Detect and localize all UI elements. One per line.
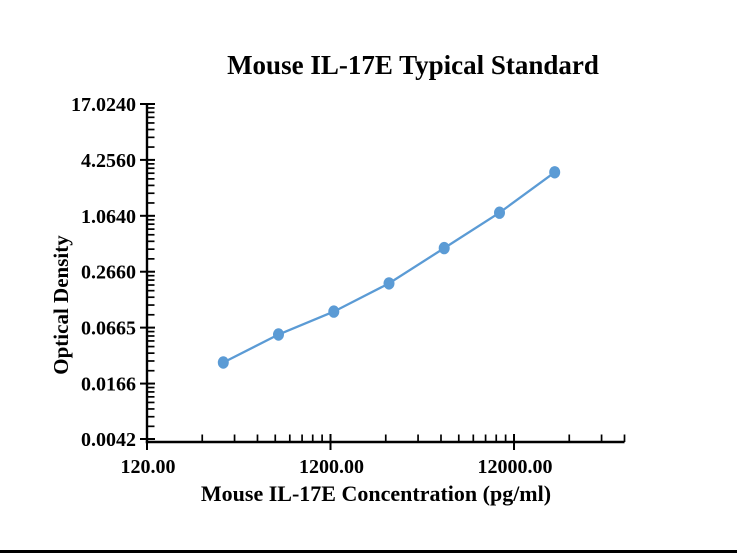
ticks-layer [140, 103, 626, 450]
data-point-marker [494, 206, 505, 219]
standard-curve-line [222, 171, 556, 364]
image-bottom-border [0, 550, 737, 553]
y-axis-label: Optical Density [49, 235, 73, 375]
y-tick-label: 17.0240 [71, 94, 136, 116]
chart-title: Mouse IL-17E Typical Standard [227, 50, 599, 80]
y-tick-label: 0.0042 [81, 429, 136, 451]
data-point-marker [273, 328, 284, 341]
y-tick-label: 4.2560 [81, 150, 136, 172]
data-point-marker [438, 241, 450, 255]
data-point-marker [217, 356, 229, 369]
tick-labels-layer: 120.00 1200.00 12000.00 0.0042 0.0166 0.0665 0… [71, 94, 553, 478]
axes-layer [145, 103, 625, 444]
y-tick-label: 0.0665 [81, 318, 136, 340]
data-point-marker [328, 305, 340, 318]
x-tick-label: 1200.00 [299, 456, 364, 478]
x-axis-label: Mouse IL-17E Concentration (pg/ml) [201, 481, 551, 506]
y-tick-label: 1.0640 [81, 206, 136, 228]
x-tick-label: 12000.00 [478, 456, 553, 478]
y-tick-label: 0.0166 [81, 374, 136, 396]
series-layer [217, 166, 561, 369]
x-tick-label: 120.00 [121, 456, 176, 478]
data-point-marker [549, 166, 561, 179]
y-tick-label: 0.2660 [81, 262, 136, 284]
data-point-marker [383, 277, 395, 290]
